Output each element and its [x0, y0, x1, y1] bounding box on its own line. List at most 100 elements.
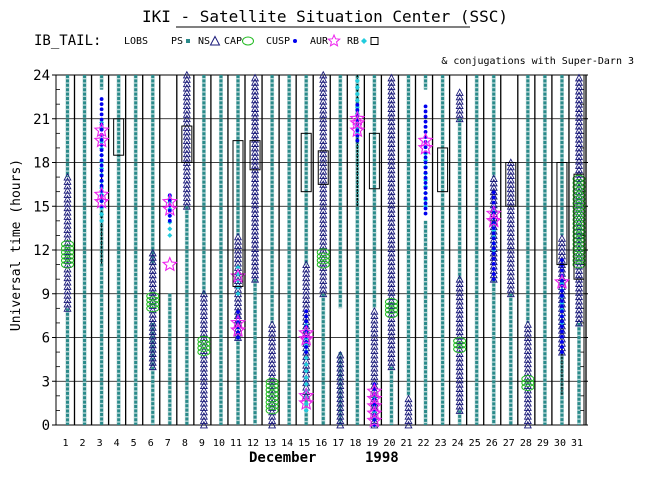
ns-marker: [387, 336, 396, 344]
ns-marker: [574, 288, 584, 296]
cusp-marker: [99, 112, 104, 117]
ns-marker: [574, 283, 584, 292]
ns-marker: [319, 276, 328, 285]
ns-marker: [455, 358, 464, 366]
cusp-marker: [423, 119, 428, 124]
superdarn-box: [300, 132, 312, 193]
ns-marker: [148, 270, 157, 279]
ns-marker: [506, 210, 515, 219]
cap-marker: [197, 335, 211, 344]
aur-marker: [93, 186, 110, 202]
ns-marker: [199, 293, 208, 302]
legend: LOBS PS NS CAP CUSP AUR RB: [124, 33, 379, 47]
cap-marker: [572, 199, 586, 208]
ns-marker: [506, 232, 515, 241]
ns-marker: [63, 234, 72, 242]
ns-marker: [319, 127, 328, 136]
ns-marker: [319, 219, 328, 228]
ns-marker: [63, 185, 72, 194]
ns-marker: [148, 248, 157, 257]
ns-marker: [574, 117, 584, 126]
ns-marker: [319, 110, 328, 118]
ns-marker: [574, 266, 584, 274]
ns-marker: [387, 349, 396, 357]
ns-marker: [370, 315, 379, 324]
cusp-marker: [304, 345, 309, 349]
ns-marker: [387, 218, 396, 226]
ns-marker: [319, 210, 328, 219]
cap-marker: [572, 248, 586, 257]
cusp-marker: [491, 190, 496, 195]
ns-marker: [199, 341, 208, 350]
ns-marker: [63, 220, 72, 229]
ns-marker: [63, 216, 72, 225]
cusp-marker: [372, 402, 377, 407]
ns-marker: [455, 397, 464, 406]
ns-marker: [268, 337, 277, 346]
ns-marker: [319, 83, 328, 92]
rb-marker: [235, 291, 241, 297]
ns-marker: [455, 96, 464, 105]
ns-marker: [251, 222, 260, 231]
ns-marker: [574, 296, 584, 305]
cap-marker: [572, 191, 586, 200]
ns-marker: [455, 110, 464, 118]
ns-marker: [506, 263, 515, 271]
aur-marker: [161, 256, 178, 272]
cusp-marker: [99, 158, 104, 163]
ns-marker: [182, 184, 191, 193]
aur-marker: [93, 193, 110, 209]
ns-marker: [336, 416, 345, 425]
ns-marker: [574, 130, 584, 139]
cusp-marker: [167, 208, 172, 213]
ns-marker: [387, 156, 396, 165]
ps-column: [133, 75, 138, 425]
ns-marker: [574, 134, 584, 143]
cusp-marker: [560, 299, 564, 303]
ns-marker: [574, 148, 584, 156]
cap-marker: [265, 394, 279, 403]
ns-marker: [63, 290, 72, 299]
cap-marker: [572, 174, 586, 183]
ns-marker: [251, 213, 260, 222]
legend-superdarn-symbol: [370, 37, 379, 45]
ns-marker: [387, 130, 396, 139]
ns-marker: [455, 292, 464, 301]
legend-label: RB: [347, 36, 359, 47]
cusp-marker: [99, 148, 104, 153]
ns-marker: [251, 248, 260, 257]
cap-marker: [384, 310, 398, 319]
ns-marker: [182, 92, 191, 101]
ns-marker: [251, 218, 260, 226]
ns-marker: [148, 305, 157, 314]
ns-marker: [404, 416, 413, 425]
ns-marker: [319, 75, 328, 83]
ns-marker: [268, 355, 277, 363]
rb-marker: [303, 407, 309, 413]
ns-marker: [63, 286, 72, 295]
ns-marker: [574, 108, 584, 117]
ns-marker: [268, 407, 277, 416]
ns-marker: [455, 353, 464, 362]
ns-marker: [182, 145, 191, 153]
cusp-marker: [99, 199, 104, 204]
ns-marker: [523, 341, 532, 350]
ns-marker: [506, 228, 515, 236]
cusp-marker: [99, 168, 104, 173]
cap-marker: [572, 203, 586, 212]
x-tick-label: 11: [230, 438, 242, 449]
cap-marker: [61, 244, 74, 253]
ns-marker: [387, 331, 396, 340]
ns-marker: [387, 91, 396, 99]
cusp-marker: [560, 288, 564, 293]
ns-marker: [506, 166, 515, 175]
ns-marker: [182, 188, 191, 197]
ns-marker: [387, 270, 396, 279]
x-axis-month: December: [249, 450, 316, 466]
ns-marker: [455, 323, 464, 331]
ns-marker: [319, 232, 328, 241]
ns-marker: [63, 304, 72, 312]
ns-marker: [63, 269, 72, 277]
cusp-marker: [99, 117, 104, 122]
ns-marker: [455, 384, 464, 392]
